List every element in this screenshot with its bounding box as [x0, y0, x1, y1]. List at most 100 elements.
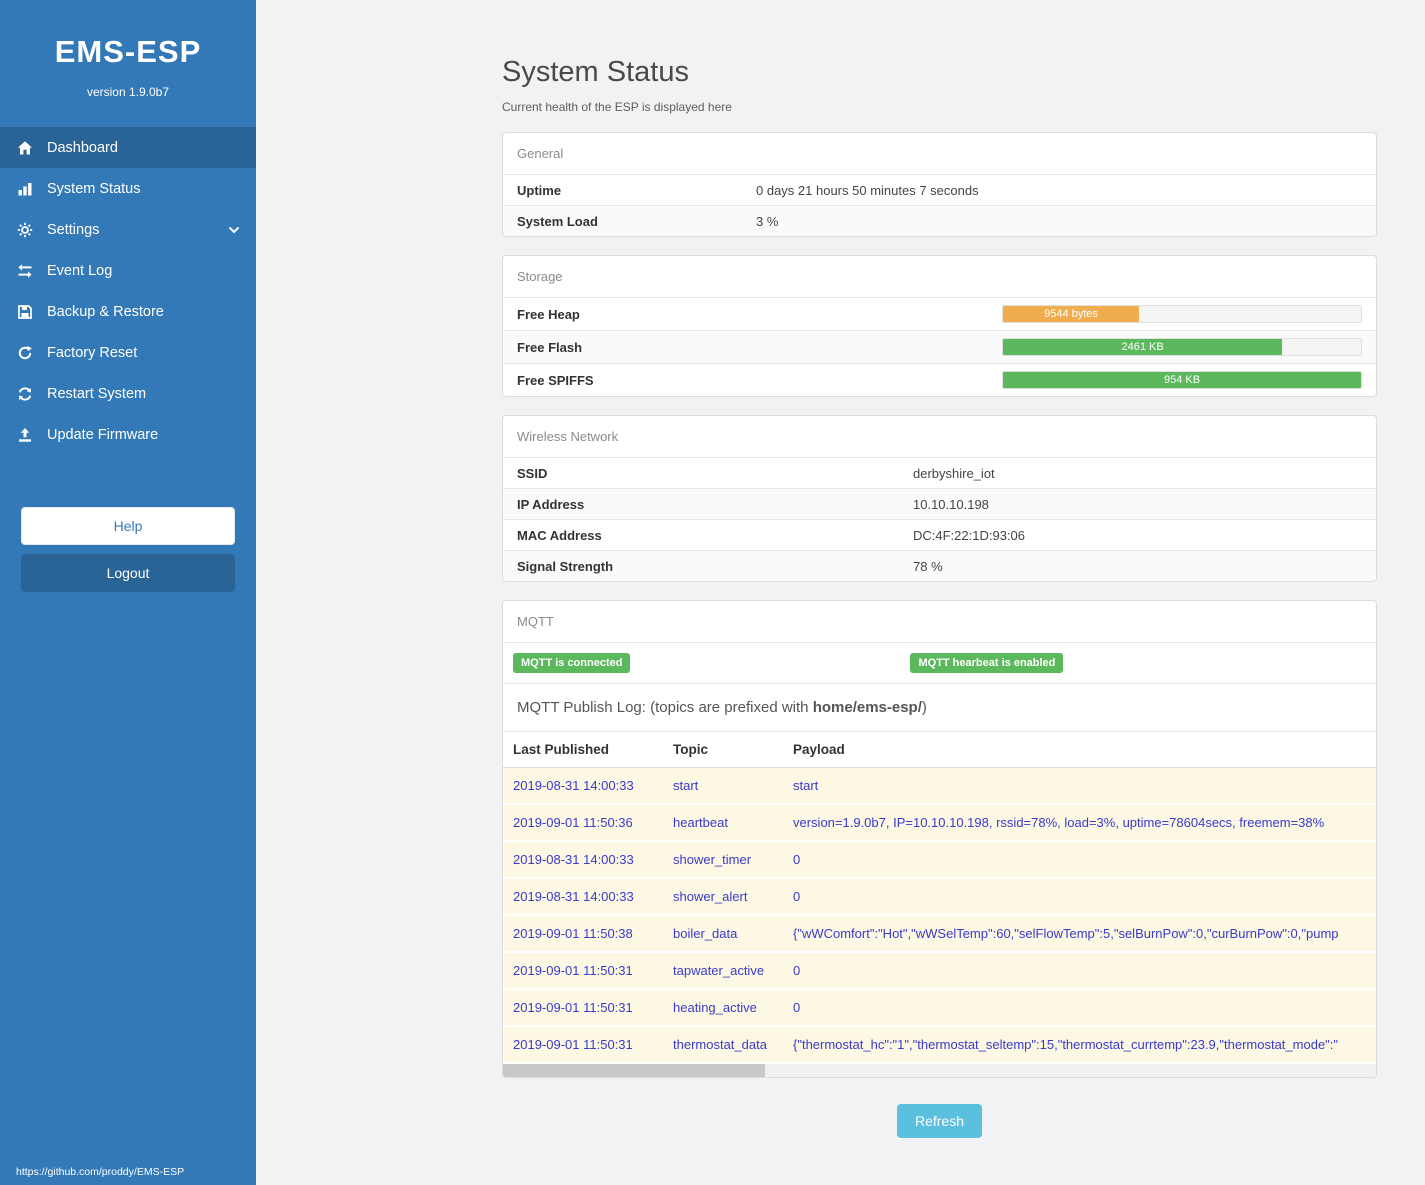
log-title-prefix: MQTT Publish Log: (topics are prefixed w… — [517, 699, 813, 716]
sidebar-item-backup-restore[interactable]: Backup & Restore — [0, 291, 256, 332]
col-payload: Payload — [793, 742, 845, 757]
table-row: 2019-08-31 14:00:33 shower_alert 0 — [503, 879, 1376, 916]
payload-cell: version=1.9.0b7, IP=10.10.10.198, rssid=… — [793, 815, 1325, 830]
col-last-published: Last Published — [513, 742, 610, 757]
home-icon — [16, 139, 33, 156]
ip-address-value: 10.10.10.198 — [913, 496, 989, 512]
sidebar-buttons: Help Logout — [0, 507, 256, 592]
free-flash-bar: 2461 KB — [1003, 339, 1283, 355]
system-load-value: 3 % — [756, 213, 779, 229]
nav-label: System Status — [47, 180, 141, 197]
refresh-button[interactable]: Refresh — [896, 1104, 983, 1138]
mqtt-card: MQTT MQTT is connected MQTT hearbeat is … — [502, 600, 1377, 1078]
system-load-row: System Load 3 % — [503, 205, 1376, 236]
system-load-label: System Load — [517, 213, 598, 229]
uptime-value: 0 days 21 hours 50 minutes 7 seconds — [756, 182, 979, 198]
table-row: 2019-09-01 11:50:31 tapwater_active 0 — [503, 953, 1376, 990]
published-cell: 2019-09-01 11:50:38 — [513, 926, 633, 941]
mac-address-label: MAC Address — [517, 527, 602, 543]
mqtt-connected-badge: MQTT is connected — [513, 653, 631, 673]
chart-icon — [16, 180, 33, 197]
table-row: 2019-09-01 11:50:31 thermostat_data {"th… — [503, 1027, 1376, 1064]
app-version: version 1.9.0b7 — [86, 85, 170, 99]
signal-strength-row: Signal Strength 78 % — [503, 550, 1376, 581]
free-heap-bar: 9544 bytes — [1003, 306, 1140, 322]
published-cell: 2019-08-31 14:00:33 — [513, 778, 634, 793]
undo-icon — [16, 344, 33, 361]
save-icon — [16, 303, 33, 320]
payload-cell: 0 — [793, 963, 801, 978]
payload-cell: 0 — [793, 1000, 801, 1015]
col-topic: Topic — [673, 742, 708, 757]
scrollbar-thumb[interactable] — [503, 1064, 765, 1077]
uptime-label: Uptime — [517, 182, 562, 198]
wireless-network-card: Wireless Network SSID derbyshire_iot IP … — [502, 415, 1377, 582]
free-spiffs-progress: 954 KB — [1002, 371, 1362, 389]
wireless-card-header: Wireless Network — [517, 429, 619, 444]
brand: EMS-ESP version 1.9.0b7 — [0, 0, 256, 99]
free-spiffs-label: Free SPIFFS — [517, 372, 594, 388]
free-heap-progress: 9544 bytes — [1002, 305, 1362, 323]
gear-icon — [16, 221, 33, 238]
nav-label: Backup & Restore — [47, 303, 164, 320]
published-cell: 2019-09-01 11:50:36 — [513, 815, 633, 830]
mac-address-row: MAC Address DC:4F:22:1D:93:06 — [503, 519, 1376, 550]
nav-label: Restart System — [47, 385, 147, 402]
uptime-row: Uptime 0 days 21 hours 50 minutes 7 seco… — [503, 174, 1376, 205]
published-cell: 2019-08-31 14:00:33 — [513, 889, 634, 904]
topic-cell: heartbeat — [673, 815, 728, 830]
table-row: 2019-09-01 11:50:38 boiler_data {"wWComf… — [503, 916, 1376, 953]
payload-cell: start — [793, 778, 819, 793]
nav-label: Settings — [47, 221, 100, 238]
mqtt-card-header: MQTT — [517, 614, 554, 629]
free-heap-row: Free Heap 9544 bytes — [503, 297, 1376, 330]
signal-strength-value: 78 % — [913, 558, 943, 574]
free-flash-progress: 2461 KB — [1002, 338, 1362, 356]
refresh-row: Refresh — [502, 1104, 1377, 1138]
table-row: 2019-08-31 14:00:33 shower_timer 0 — [503, 842, 1376, 879]
sidebar-item-restart-system[interactable]: Restart System — [0, 373, 256, 414]
topic-cell: shower_alert — [673, 889, 748, 904]
topic-cell: shower_timer — [673, 852, 752, 867]
nav-label: Update Firmware — [47, 426, 159, 443]
table-row: 2019-09-01 11:50:31 heating_active 0 — [503, 990, 1376, 1027]
nav-label: Factory Reset — [47, 344, 138, 361]
published-cell: 2019-09-01 11:50:31 — [513, 1000, 633, 1015]
free-spiffs-value: 954 KB — [1163, 374, 1201, 386]
github-link[interactable]: https://github.com/proddy/EMS-ESP — [16, 1166, 185, 1178]
help-button[interactable]: Help — [21, 507, 235, 545]
topic-cell: start — [673, 778, 699, 793]
free-heap-label: Free Heap — [517, 306, 580, 322]
page-title: System Status — [502, 56, 689, 88]
general-card: General Uptime 0 days 21 hours 50 minute… — [502, 132, 1377, 237]
ssid-row: SSID derbyshire_iot — [503, 457, 1376, 488]
topic-cell: thermostat_data — [673, 1037, 767, 1052]
signal-strength-label: Signal Strength — [517, 558, 614, 574]
sidebar-item-system-status[interactable]: System Status — [0, 168, 256, 209]
free-flash-value: 2461 KB — [1121, 341, 1164, 353]
topic-cell: heating_active — [673, 1000, 757, 1015]
page-subtitle: Current health of the ESP is displayed h… — [502, 100, 732, 114]
free-spiffs-bar: 954 KB — [1003, 372, 1361, 388]
log-title-suffix: ) — [921, 699, 927, 716]
chevron-down-icon — [228, 226, 240, 234]
sidebar-item-update-firmware[interactable]: Update Firmware — [0, 414, 256, 455]
log-title-topic-prefix: home/ems-esp/ — [812, 699, 922, 716]
payload-cell: 0 — [793, 889, 801, 904]
upload-icon — [16, 426, 33, 443]
sidebar-item-event-log[interactable]: Event Log — [0, 250, 256, 291]
topic-cell: tapwater_active — [673, 963, 765, 978]
sidebar-item-settings[interactable]: Settings — [0, 209, 256, 250]
horizontal-scrollbar[interactable] — [503, 1064, 1376, 1077]
free-flash-label: Free Flash — [517, 339, 583, 355]
ip-address-row: IP Address 10.10.10.198 — [503, 488, 1376, 519]
refresh-icon — [16, 385, 33, 402]
ip-address-label: IP Address — [517, 496, 585, 512]
sidebar-item-dashboard[interactable]: Dashboard — [0, 127, 256, 168]
payload-cell: 0 — [793, 852, 801, 867]
published-cell: 2019-09-01 11:50:31 — [513, 963, 633, 978]
logout-button[interactable]: Logout — [21, 554, 235, 592]
payload-cell: {"thermostat_hc":"1","thermostat_seltemp… — [793, 1037, 1339, 1052]
main-content: System Status Current health of the ESP … — [256, 0, 1425, 1185]
sidebar-item-factory-reset[interactable]: Factory Reset — [0, 332, 256, 373]
